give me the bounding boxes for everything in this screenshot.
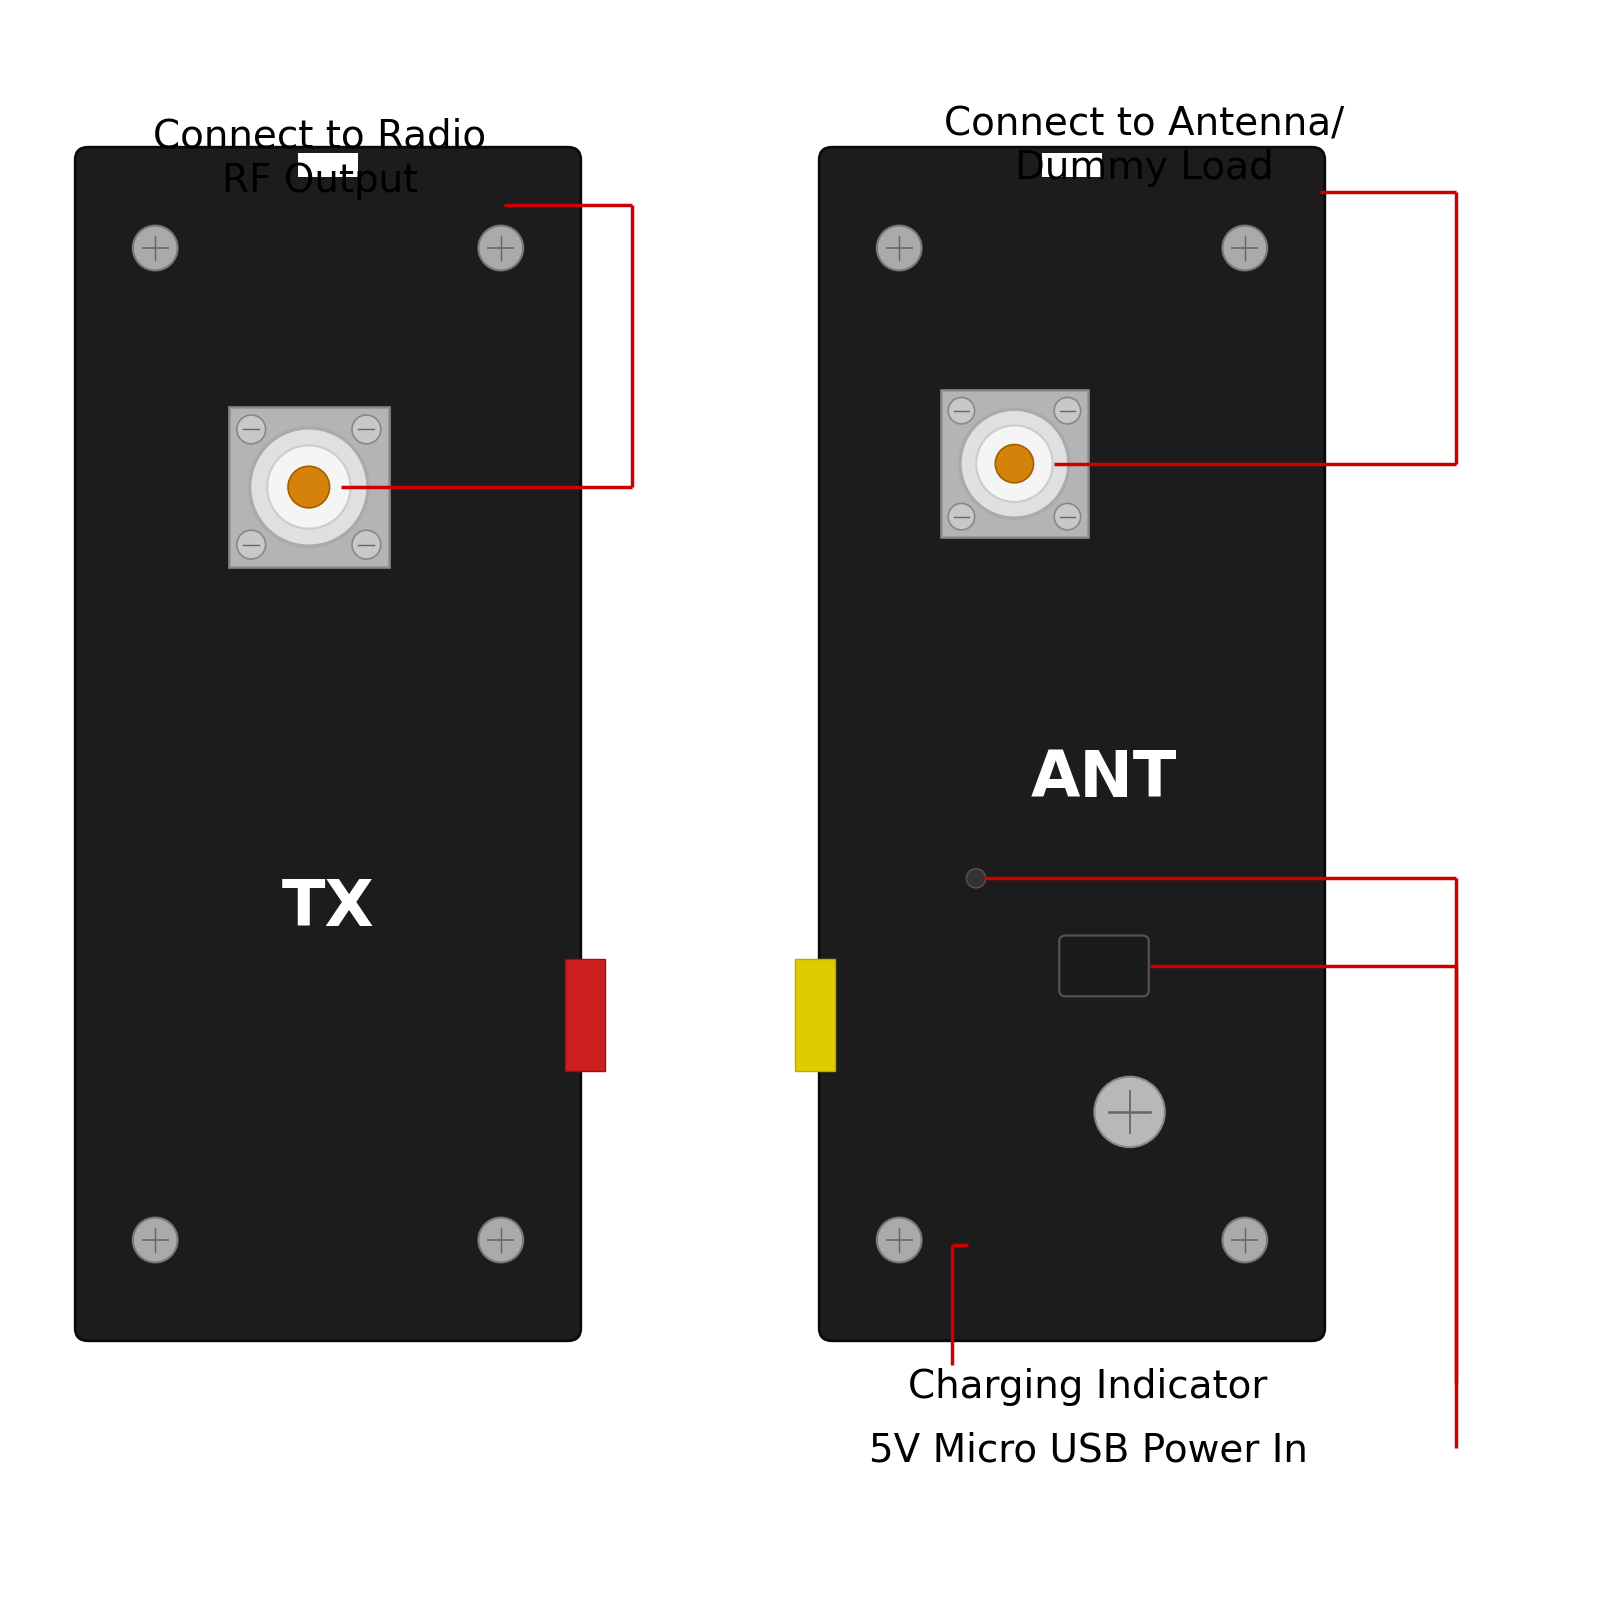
Circle shape bbox=[352, 414, 381, 443]
FancyBboxPatch shape bbox=[1059, 936, 1149, 997]
Text: Connect to Antenna/
Dummy Load: Connect to Antenna/ Dummy Load bbox=[944, 106, 1344, 187]
FancyBboxPatch shape bbox=[75, 147, 581, 1341]
Circle shape bbox=[877, 226, 922, 270]
Text: ANT: ANT bbox=[1030, 749, 1178, 810]
Circle shape bbox=[976, 426, 1053, 502]
Bar bbox=[298, 152, 358, 176]
Circle shape bbox=[1094, 1077, 1165, 1147]
Text: TX: TX bbox=[282, 877, 374, 939]
Circle shape bbox=[1222, 1218, 1267, 1262]
Circle shape bbox=[877, 1218, 922, 1262]
Circle shape bbox=[352, 530, 381, 558]
Text: Connect to Radio
RF Output: Connect to Radio RF Output bbox=[154, 118, 486, 200]
Circle shape bbox=[1222, 226, 1267, 270]
Circle shape bbox=[966, 869, 986, 888]
Circle shape bbox=[250, 427, 368, 546]
Circle shape bbox=[478, 226, 523, 270]
Circle shape bbox=[1054, 397, 1080, 424]
Bar bbox=[795, 958, 835, 1070]
Circle shape bbox=[949, 504, 974, 530]
Text: Charging Indicator: Charging Indicator bbox=[909, 1368, 1267, 1406]
Circle shape bbox=[288, 466, 330, 507]
Bar bbox=[565, 958, 605, 1070]
Circle shape bbox=[237, 414, 266, 443]
Bar bbox=[1042, 152, 1102, 176]
Text: 5V Micro USB Power In: 5V Micro USB Power In bbox=[869, 1432, 1307, 1470]
FancyBboxPatch shape bbox=[819, 147, 1325, 1341]
Circle shape bbox=[267, 445, 350, 528]
Circle shape bbox=[1054, 504, 1080, 530]
Circle shape bbox=[478, 1218, 523, 1262]
Circle shape bbox=[949, 397, 974, 424]
Circle shape bbox=[995, 445, 1034, 483]
FancyBboxPatch shape bbox=[941, 390, 1088, 538]
Circle shape bbox=[237, 530, 266, 558]
Circle shape bbox=[133, 226, 178, 270]
Circle shape bbox=[133, 1218, 178, 1262]
Circle shape bbox=[960, 410, 1069, 518]
FancyBboxPatch shape bbox=[229, 406, 389, 566]
